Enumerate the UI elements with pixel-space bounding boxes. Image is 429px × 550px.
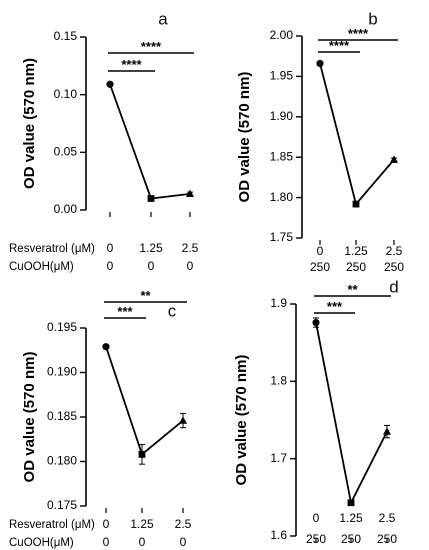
y-tick-label: 0.175: [47, 498, 77, 512]
significance-label: **: [140, 288, 151, 303]
x-label-cuooh: 250: [346, 260, 366, 274]
panel-b: b 1.75 1.80 1.85 1.90 1.95 2.00 OD value (570 n…: [236, 9, 404, 274]
panel-letter: d: [389, 277, 398, 296]
series-line: [105, 346, 184, 456]
significance-label: **: [347, 282, 358, 297]
significance-label: ***: [327, 299, 343, 314]
x-label-resveratrol: 1.25: [339, 511, 363, 525]
x-label-resveratrol: 2.5: [182, 241, 199, 255]
x-label-cuooh: 250: [341, 532, 361, 546]
y-tick-label: 1.7: [270, 451, 287, 465]
y-tick-label: 0.05: [54, 145, 78, 159]
y-tick-label: 1.80: [270, 190, 294, 204]
data-point-square: [147, 195, 155, 202]
x-label-cuooh: 0: [187, 259, 194, 273]
y-axis-label: OD value (570 nm): [236, 72, 253, 203]
y-tick-label: 0.15: [54, 29, 78, 43]
y-tick-label: 0.185: [47, 409, 77, 423]
x-label-cuooh: 250: [310, 260, 330, 274]
x-label-cuooh: 250: [377, 532, 397, 546]
x-label-resveratrol: 2.5: [175, 517, 192, 531]
x-label-resveratrol: 1.25: [130, 517, 154, 531]
data-point-circle: [106, 80, 114, 88]
y-tick-label: 1.8: [270, 374, 287, 388]
significance-label: ****: [141, 39, 162, 54]
row-label-cuooh: CuOOH(μM): [9, 261, 74, 273]
data-point-square: [347, 499, 355, 507]
x-label-cuooh: 0: [180, 535, 187, 549]
x-label-resveratrol: 1.25: [139, 241, 163, 255]
y-axis-label: OD value (570 nm): [233, 355, 250, 486]
row-label-cuooh: CuOOH(μM): [9, 537, 74, 549]
row-label-resveratrol: Resveratrol (μM): [9, 519, 95, 531]
panel-letter: a: [158, 9, 168, 28]
y-tick-label: 1.90: [270, 109, 294, 123]
x-label-resveratrol: 2.5: [379, 511, 396, 525]
row-label-resveratrol: Resveratrol (μM): [9, 243, 95, 255]
panel-letter: c: [168, 301, 177, 320]
y-tick-label: 0.10: [54, 87, 78, 101]
y-tick-label: 2.00: [270, 28, 294, 42]
x-label-resveratrol: 0: [107, 241, 114, 255]
x-label-cuooh: 250: [384, 260, 404, 274]
panel-letter: b: [368, 9, 377, 28]
y-tick-label: 1.6: [270, 528, 287, 542]
significance-label: ****: [348, 26, 369, 41]
significance-label: ****: [121, 57, 142, 72]
y-tick-label: 0.180: [47, 454, 77, 468]
x-label-cuooh: 0: [148, 259, 155, 273]
data-point-triangle: [390, 155, 398, 163]
data-point-triangle: [383, 427, 391, 435]
x-label-resveratrol: 2.5: [386, 244, 403, 258]
x-label-resveratrol: 0: [317, 244, 324, 258]
data-point-triangle: [179, 416, 187, 424]
y-axis-label: OD value (570 nm): [21, 352, 38, 483]
y-axis-label: OD value (570 nm): [21, 58, 38, 189]
series-line: [109, 83, 191, 200]
x-label-cuooh: 250: [306, 532, 326, 546]
series-line: [315, 322, 388, 506]
y-tick-label: 0.190: [47, 365, 77, 379]
data-point-circle: [102, 343, 110, 351]
panel-c: c 0.175 0.180 0.185 0.190 0.195 OD value (570 …: [9, 288, 192, 549]
data-point-square: [138, 450, 146, 458]
x-label-resveratrol: 0: [313, 511, 320, 525]
y-tick-label: 1.9: [270, 296, 287, 310]
series-line: [319, 63, 395, 206]
panel-a: a 0.00 0.05 0.10 0.15 OD value (570 nm) 0 1.25 2…: [9, 9, 199, 273]
x-label-resveratrol: 0: [103, 517, 110, 531]
data-point-circle: [312, 318, 320, 327]
x-label-cuooh: 0: [103, 535, 110, 549]
y-tick-label: 1.75: [270, 230, 294, 244]
x-label-cuooh: 0: [107, 259, 114, 273]
y-tick-label: 0.195: [47, 320, 77, 334]
significance-label: ***: [117, 304, 133, 319]
x-label-cuooh: 0: [139, 535, 146, 549]
y-tick-label: 0.00: [54, 202, 78, 216]
significance-label: ****: [329, 38, 350, 53]
y-tick-label: 1.95: [270, 69, 294, 83]
x-label-resveratrol: 1.25: [344, 244, 368, 258]
data-point-circle: [316, 59, 324, 68]
data-point-square: [352, 200, 360, 208]
panel-d: d 1.6 1.7 1.8 1.9 OD value (570 nm) 0 1.25 2.5 25…: [233, 277, 399, 546]
data-point-triangle: [186, 189, 194, 198]
y-tick-label: 1.85: [270, 149, 294, 163]
